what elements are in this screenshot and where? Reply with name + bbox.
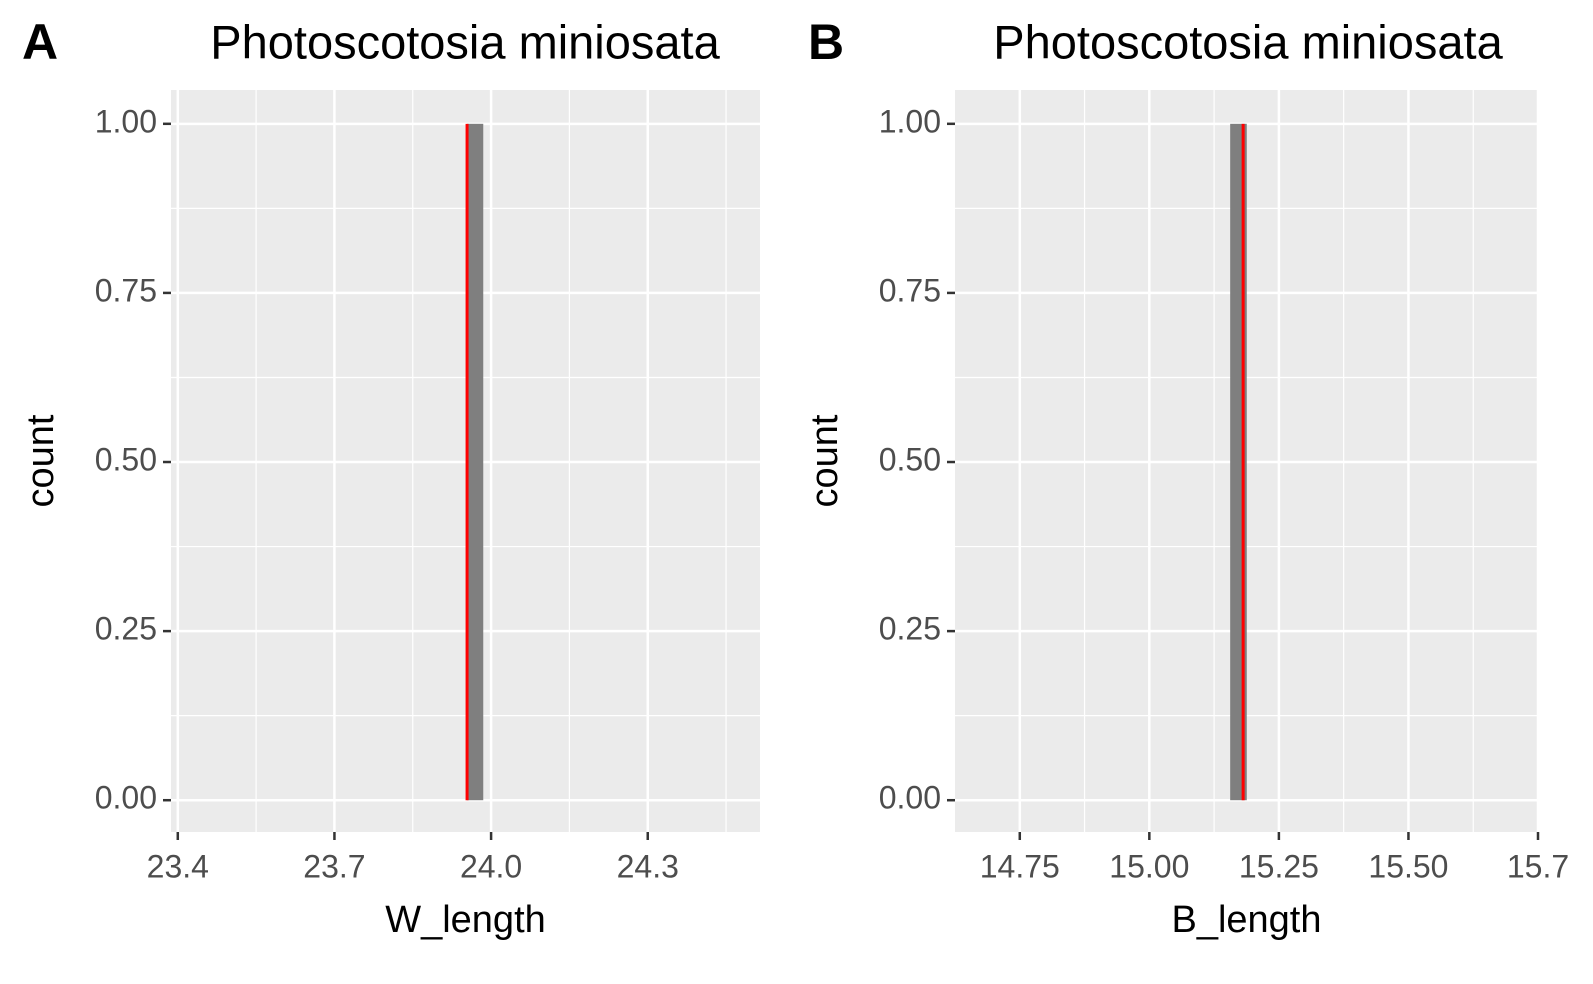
y-tick-label: 0.75	[879, 272, 941, 308]
x-tick-label: 15.00	[1109, 848, 1189, 884]
y-tick-label: 1.00	[879, 103, 941, 139]
x-axis-title: B_length	[1171, 899, 1321, 941]
y-tick-label: 0.00	[95, 780, 157, 816]
y-tick-label: 0.75	[95, 272, 157, 308]
y-tick-label: 1.00	[95, 103, 157, 139]
y-tick-label: 0.50	[879, 441, 941, 477]
x-tick-label: 24.0	[460, 848, 522, 884]
chart-title: Photoscotosia miniosata	[993, 15, 1503, 68]
x-tick-label: 15.7	[1507, 848, 1569, 884]
x-axis-title: W_length	[385, 899, 546, 941]
y-tick-label: 0.50	[95, 441, 157, 477]
x-tick-label: 23.7	[303, 848, 365, 884]
x-tick-label: 15.25	[1239, 848, 1319, 884]
x-tick-label: 14.75	[980, 848, 1060, 884]
panel-tag: A	[22, 14, 58, 70]
panel-tag: B	[808, 14, 844, 70]
y-axis-title: count	[20, 414, 62, 507]
x-tick-label: 24.3	[617, 848, 679, 884]
x-tick-label: 15.50	[1368, 848, 1448, 884]
y-tick-label: 0.25	[879, 611, 941, 647]
bar	[467, 123, 484, 801]
y-axis-title: count	[804, 414, 846, 507]
y-tick-label: 0.25	[95, 611, 157, 647]
chart-title: Photoscotosia miniosata	[210, 15, 720, 68]
x-tick-label: 23.4	[147, 848, 209, 884]
y-tick-label: 0.00	[879, 780, 941, 816]
